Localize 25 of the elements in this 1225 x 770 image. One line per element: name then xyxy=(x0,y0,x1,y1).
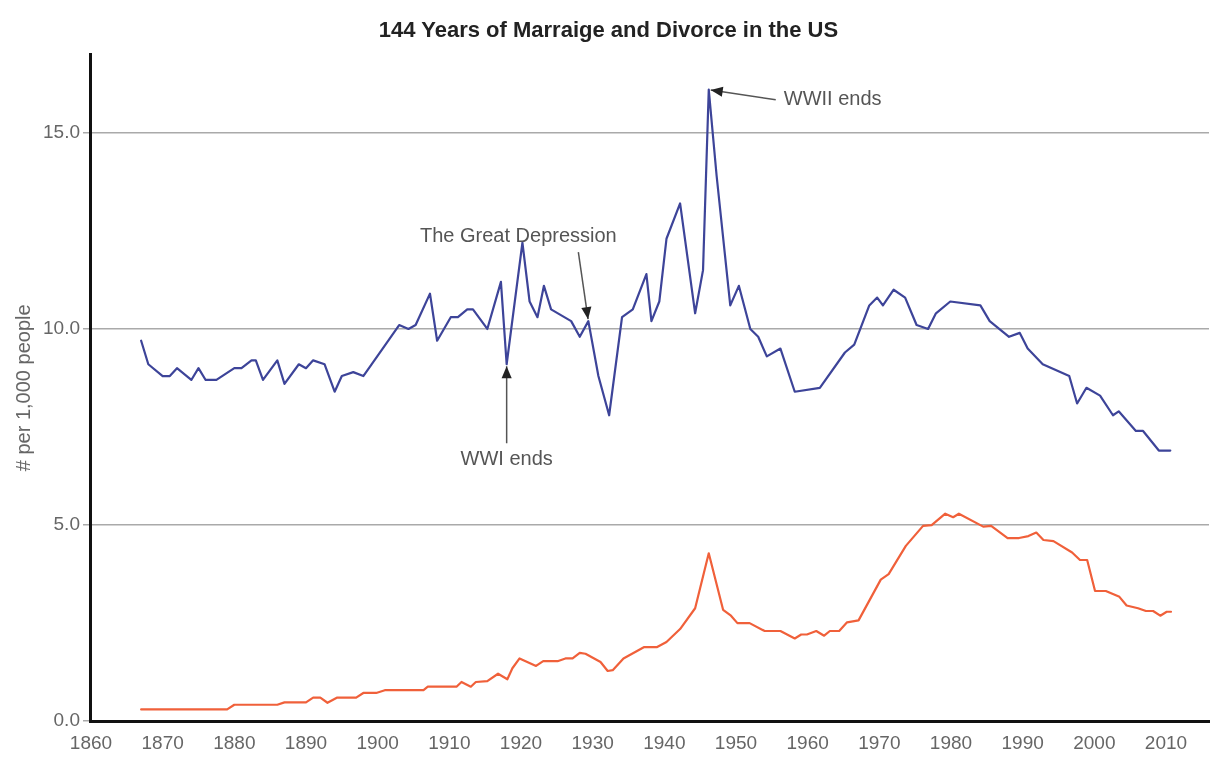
annotation: The Great Depression xyxy=(419,223,617,246)
x-tick-label: 1910 xyxy=(428,731,471,753)
x-tick-label: 1980 xyxy=(929,731,973,753)
x-tick-label: 1970 xyxy=(858,731,901,753)
x-tick-label: 2010 xyxy=(1144,731,1188,753)
chart-title: 144 Years of Marraige and Divorce in the US xyxy=(378,17,839,43)
x-tick-label: 1930 xyxy=(571,731,614,753)
y-tick-label: 15.0 xyxy=(43,121,80,143)
y-tick-label: 5.0 xyxy=(53,513,80,535)
x-tick-label: 1940 xyxy=(643,731,686,753)
x-tick-label: 1880 xyxy=(213,731,256,753)
x-tick-label: 1920 xyxy=(499,731,543,753)
x-tick-label: 1890 xyxy=(284,731,328,753)
y-tick-label: 0.0 xyxy=(53,709,80,731)
x-tick-label: 1950 xyxy=(714,731,758,753)
x-tick-label: 1900 xyxy=(356,731,399,753)
x-tick-label: 2000 xyxy=(1073,731,1116,753)
x-tick-label: 1870 xyxy=(141,731,184,753)
y-axis-title: # per 1,000 people xyxy=(11,304,34,472)
annotation: WWI ends xyxy=(460,446,553,469)
x-tick-label: 1860 xyxy=(69,731,113,753)
x-tick-label: 1990 xyxy=(1001,731,1044,753)
y-tick-label: 10.0 xyxy=(43,317,80,339)
x-tick-label: 1960 xyxy=(786,731,829,753)
annotation: WWII ends xyxy=(783,87,882,110)
